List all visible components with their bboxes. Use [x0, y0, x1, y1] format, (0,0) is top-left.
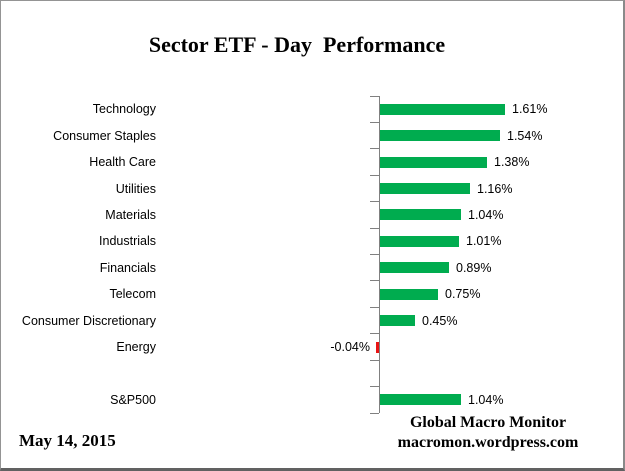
axis-tick	[370, 254, 379, 255]
category-label-financials: Financials	[99, 260, 156, 275]
value-label-consumer-discretionary: 0.45%	[422, 313, 458, 328]
chart-credit: Global Macro Monitor macromon.wordpress.…	[338, 413, 623, 453]
axis-tick	[370, 412, 379, 414]
value-label-industrials: 1.01%	[466, 234, 502, 249]
category-label-consumer-discretionary: Consumer Discretionary	[21, 313, 156, 328]
bar-technology	[380, 103, 505, 115]
axis-tick	[370, 95, 379, 97]
bar-consumer-staples	[380, 130, 500, 142]
category-label-energy: Energy	[116, 340, 156, 354]
category-label-health-care: Health Care	[89, 155, 156, 169]
axis-tick	[370, 174, 379, 176]
bar-energy	[376, 341, 379, 353]
bar-utilities	[380, 183, 470, 194]
axis-tick	[370, 148, 379, 150]
value-label-utilities: 1.16%	[477, 181, 513, 196]
category-label-materials: Materials	[105, 207, 156, 222]
credit-line-1: Global Macro Monitor	[409, 414, 567, 431]
axis-tick	[370, 306, 379, 308]
axis-tick	[370, 386, 379, 388]
bar-health-care	[380, 156, 487, 168]
value-label-materials: 1.04%	[468, 207, 504, 222]
value-label-health-care: 1.38%	[494, 155, 530, 169]
category-label-s-p500: S&P500	[110, 392, 156, 407]
value-label-telecom: 0.75%	[445, 287, 481, 302]
category-label-utilities: Utilities	[115, 181, 156, 196]
bar-materials	[380, 209, 461, 221]
axis-tick	[370, 280, 379, 282]
bar-s-p500	[380, 394, 461, 406]
axis-tick	[370, 333, 379, 335]
value-label-consumer-staples: 1.54%	[507, 128, 543, 143]
value-axis-line	[379, 96, 380, 413]
axis-tick	[370, 227, 379, 229]
chart-date: May 14, 2015	[19, 431, 116, 450]
bar-consumer-discretionary	[380, 315, 415, 326]
chart-title: Sector ETF - Day Performance	[148, 32, 446, 57]
value-label-technology: 1.61%	[512, 102, 548, 117]
credit-line-2: macromon.wordpress.com	[397, 434, 579, 451]
bar-industrials	[380, 235, 459, 247]
axis-tick	[370, 359, 379, 361]
category-label-consumer-staples: Consumer Staples	[53, 128, 156, 143]
value-label-s-p500: 1.04%	[468, 392, 504, 407]
axis-tick	[370, 121, 379, 123]
axis-tick	[370, 201, 379, 203]
value-label-energy: -0.04%	[330, 340, 370, 354]
bar-telecom	[380, 288, 438, 300]
category-label-industrials: Industrials	[99, 234, 156, 249]
category-label-technology: Technology	[92, 102, 156, 117]
category-label-telecom: Telecom	[109, 287, 156, 302]
value-label-financials: 0.89%	[456, 260, 492, 275]
bar-financials	[380, 262, 449, 274]
